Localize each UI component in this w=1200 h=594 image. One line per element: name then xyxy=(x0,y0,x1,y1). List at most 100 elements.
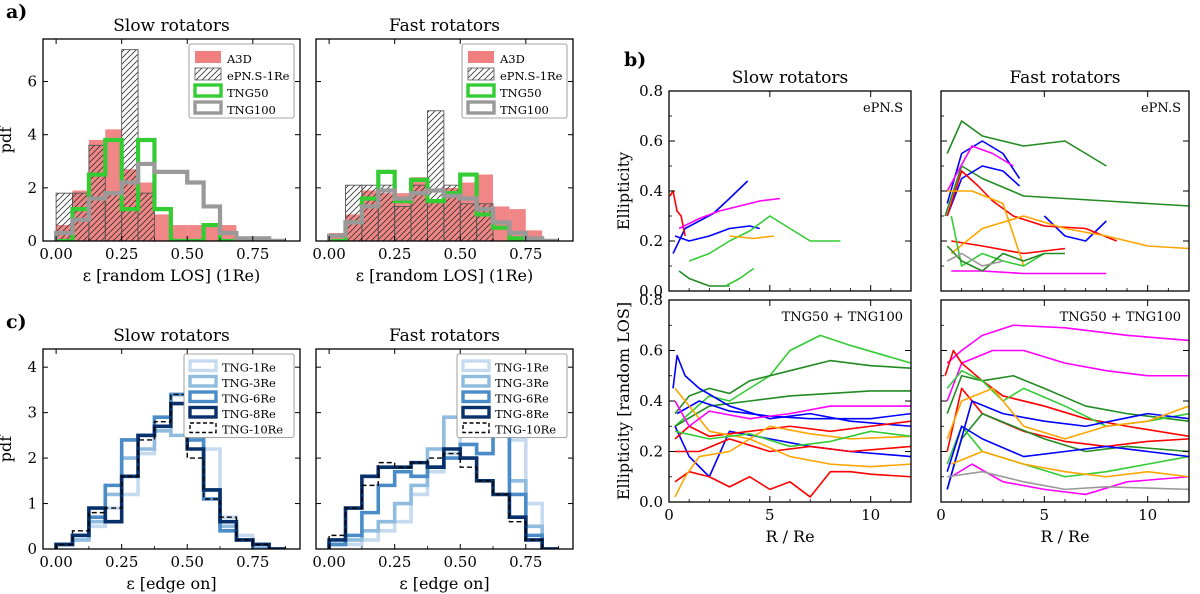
axes-frame xyxy=(42,348,301,550)
hist-bar xyxy=(509,209,526,241)
y-tick-label: 3 xyxy=(27,404,37,422)
chart-a-fast-rotators: 0.00 0.25 0.50 0.75 Fast rotators ε [random L… xyxy=(312,16,574,285)
legend-swatch xyxy=(189,422,217,434)
chart-title: Fast rotators xyxy=(1010,68,1121,88)
legend-label: ePN.S-1Re xyxy=(500,69,563,83)
legend-label: TNG100 xyxy=(227,103,276,117)
y-tick-label: 0.2 xyxy=(639,232,663,250)
y-tick-label: 0.6 xyxy=(639,132,663,150)
x-tick-label: 0.25 xyxy=(378,553,411,571)
x-tick-label: 0.00 xyxy=(39,553,72,571)
legend-item: TNG-3Re xyxy=(188,374,276,390)
legend-item: TNG100 xyxy=(466,100,549,117)
x-tick-label: 0.75 xyxy=(509,245,542,263)
legend-label: TNG-6Re xyxy=(495,392,549,406)
hist-bar xyxy=(104,192,123,241)
legend-item: TNG-8Re xyxy=(188,405,276,421)
legend-label: ePN.S-1Re xyxy=(227,69,290,83)
profile-line xyxy=(946,245,1065,272)
x-axis-label: R / Re xyxy=(1040,527,1089,546)
y-axis-label: Ellipticity xyxy=(614,152,633,230)
y-tick-label: 0.0 xyxy=(639,282,663,300)
profile-line xyxy=(669,190,686,237)
legend-item: TNG-6Re xyxy=(461,390,549,406)
axes-frame xyxy=(940,90,1190,292)
series-tng50 xyxy=(56,137,286,241)
profile-line xyxy=(946,324,1189,364)
x-tick-label: 0.50 xyxy=(171,245,204,263)
y-tick-label: 2 xyxy=(27,179,37,197)
profile-line xyxy=(688,215,841,262)
x-tick-label: 0.75 xyxy=(236,245,269,263)
profile-line xyxy=(946,349,1189,402)
profile-line xyxy=(678,270,730,287)
x-axis-label: ε [edge on] xyxy=(399,574,489,593)
profile-line xyxy=(674,400,911,428)
legend-swatch xyxy=(194,67,222,81)
plot-area xyxy=(669,180,841,287)
x-tick-label: 0.75 xyxy=(236,553,269,571)
x-axis-label: R / Re xyxy=(765,527,814,546)
profile-line xyxy=(674,425,911,478)
panel-annotation: TNG50 + TNG100 xyxy=(782,310,903,325)
profile-line xyxy=(946,170,1117,242)
panel-label-a: a) xyxy=(6,1,27,23)
y-tick-label: 0.8 xyxy=(639,82,663,100)
legend-swatch xyxy=(193,100,223,115)
hist-bar xyxy=(361,184,379,241)
legend-label: TNG-3Re xyxy=(222,376,276,390)
profile-line xyxy=(674,334,911,427)
profile-line xyxy=(946,252,1004,267)
hist-step xyxy=(54,161,286,241)
profile-line xyxy=(729,235,774,240)
series-tng100 xyxy=(327,188,559,241)
x-axis-label: ε [edge on] xyxy=(126,574,216,593)
x-tick-label: 0 xyxy=(936,506,946,524)
x-tick-label: 0 xyxy=(664,506,674,524)
profile-line xyxy=(725,267,755,287)
y-tick-label: 0.0 xyxy=(639,493,663,511)
legend-label: TNG50 xyxy=(227,86,269,100)
y-tick-label: 4 xyxy=(27,358,37,376)
x-tick-label: 0.25 xyxy=(105,245,138,263)
plot-area xyxy=(672,334,911,498)
hist-bar xyxy=(72,192,90,241)
legend-swatch xyxy=(461,359,491,373)
legend-swatch xyxy=(193,83,223,98)
profile-line xyxy=(674,420,911,440)
profile-line xyxy=(951,240,1066,255)
x-tick-label: 10 xyxy=(1138,506,1157,524)
axes-frame xyxy=(315,348,574,550)
legend-item: TNG100 xyxy=(193,100,276,117)
legend-label: TNG-10Re xyxy=(495,423,556,437)
legend-swatch xyxy=(461,374,491,388)
axes-frame xyxy=(668,90,912,292)
chart-title: Slow rotators xyxy=(113,16,230,36)
legend-swatch xyxy=(467,67,495,81)
hist-bar xyxy=(88,144,106,241)
profile-line xyxy=(950,215,1045,267)
chart-title: Slow rotators xyxy=(113,326,230,346)
series-tng100 xyxy=(54,161,286,241)
panel-label-b: b) xyxy=(624,49,646,71)
x-tick-label: 0.25 xyxy=(378,245,411,263)
legend-swatch xyxy=(462,422,490,434)
chart-b-slow-epns: 0.0 0.2 0.4 0.6 0.8 Slow rotators ePN.S Ellipti… xyxy=(614,68,912,300)
profile-line xyxy=(674,430,911,448)
y-tick-label: 0.6 xyxy=(639,342,663,360)
legend-item: A3D xyxy=(468,51,525,66)
legend-item: TNG-3Re xyxy=(461,374,549,390)
x-tick-label: 0.00 xyxy=(39,245,72,263)
profile-line xyxy=(944,165,1189,217)
y-tick-label: 0.4 xyxy=(639,182,663,200)
legend-label: A3D xyxy=(499,52,525,66)
profile-line xyxy=(947,470,1189,491)
x-tick-label: 5 xyxy=(1040,506,1050,524)
profile-line xyxy=(951,270,1107,275)
profile-line xyxy=(950,463,1189,496)
legend-swatch xyxy=(188,390,218,404)
profile-line xyxy=(946,120,1107,167)
hist-bar xyxy=(345,184,363,241)
x-tick-label: 0.00 xyxy=(312,553,345,571)
